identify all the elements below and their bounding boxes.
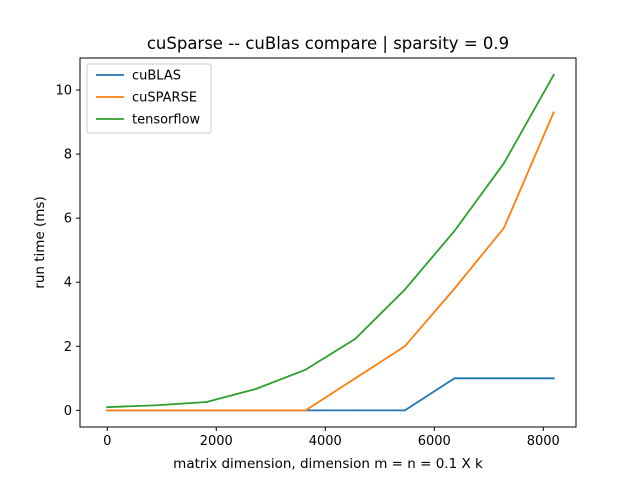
data-point-cusparse-5 bbox=[354, 377, 357, 380]
data-point-cusparse-9 bbox=[552, 111, 555, 114]
legend-label-tensorflow: tensorflow bbox=[132, 113, 201, 128]
data-point-tensorflow-3 bbox=[255, 387, 257, 390]
data-point-cublas-9 bbox=[552, 377, 555, 380]
ticks-layer: 0 2000 4000 6000 8000 0 2 4 6 8 10 bbox=[55, 84, 559, 449]
y-tick-label: 4 bbox=[64, 276, 72, 291]
data-point-cublas-7 bbox=[453, 377, 456, 380]
legend-box bbox=[86, 63, 212, 134]
data-point-tensorflow-6 bbox=[403, 288, 406, 291]
data-point-tensorflow-4 bbox=[304, 368, 307, 371]
series-layer bbox=[106, 73, 555, 412]
data-point-tensorflow-8 bbox=[503, 162, 505, 164]
x-tick-label: 0 bbox=[103, 434, 111, 449]
y-tick-label: 6 bbox=[64, 212, 72, 227]
data-point-cusparse-7 bbox=[453, 287, 456, 290]
data-point-tensorflow-1 bbox=[155, 404, 158, 407]
data-point-cusparse-4 bbox=[304, 409, 307, 412]
data-point-cusparse-8 bbox=[503, 226, 505, 229]
legend-items: cuBLAS cuSPARSE tensorflow bbox=[96, 69, 201, 128]
data-point-cublas-6 bbox=[403, 409, 406, 412]
legend: cuBLAS cuSPARSE tensorflow bbox=[86, 63, 212, 134]
chart-title: cuSparse -- cuBlas compare | sparsity = … bbox=[147, 34, 509, 53]
y-tick-label: 0 bbox=[64, 404, 72, 419]
plot-frame bbox=[79, 57, 577, 428]
y-tick-label: 8 bbox=[64, 148, 72, 163]
series-line-cusparse bbox=[106, 111, 555, 412]
legend-label-cusparse: cuSPARSE bbox=[132, 91, 197, 106]
data-point-cusparse-1 bbox=[155, 409, 158, 412]
x-axis-label: matrix dimension, dimension m = n = 0.1 … bbox=[173, 456, 483, 472]
x-tick-label: 6000 bbox=[418, 434, 451, 449]
data-point-cusparse-0 bbox=[106, 409, 109, 412]
data-point-tensorflow-5 bbox=[354, 338, 357, 340]
data-point-cusparse-3 bbox=[255, 409, 257, 412]
data-point-cublas-5 bbox=[354, 409, 357, 412]
y-axis-label: run time (ms) bbox=[32, 196, 48, 288]
data-point-tensorflow-9 bbox=[552, 74, 555, 76]
data-point-tensorflow-2 bbox=[205, 401, 208, 403]
data-point-tensorflow-0 bbox=[106, 406, 109, 409]
data-point-cusparse-2 bbox=[205, 409, 208, 412]
x-tick-label: 8000 bbox=[527, 434, 560, 449]
series-line-tensorflow bbox=[106, 73, 555, 409]
data-point-cublas-8 bbox=[503, 377, 505, 380]
x-tick-label: 4000 bbox=[309, 434, 342, 449]
y-tick-label: 10 bbox=[55, 84, 72, 99]
data-point-cusparse-6 bbox=[403, 345, 406, 348]
data-point-tensorflow-7 bbox=[453, 230, 456, 232]
y-tick-label: 2 bbox=[64, 340, 72, 355]
x-tick-label: 2000 bbox=[200, 434, 233, 449]
legend-label-cublas: cuBLAS bbox=[132, 69, 181, 84]
